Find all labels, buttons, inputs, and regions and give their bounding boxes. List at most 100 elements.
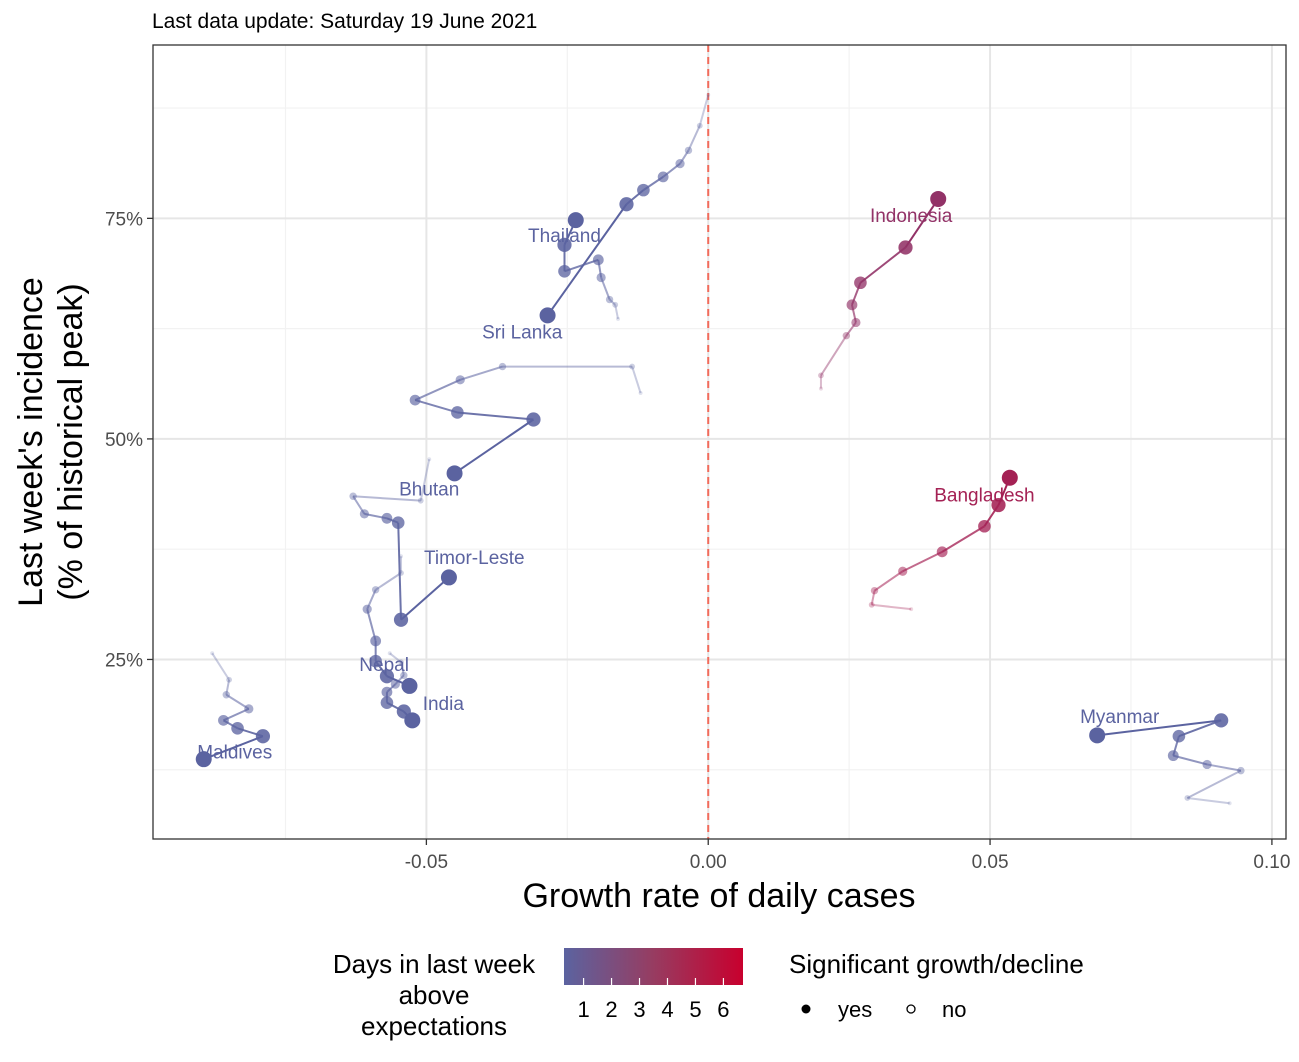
data-point xyxy=(567,212,584,229)
data-point xyxy=(592,254,604,266)
series-segment xyxy=(1186,769,1242,799)
data-point xyxy=(404,712,421,729)
series-segment xyxy=(698,94,710,126)
series-segment xyxy=(419,459,431,501)
series-segment xyxy=(225,679,231,695)
color-legend-title-line-2: above xyxy=(399,980,470,1010)
data-point xyxy=(675,159,685,169)
country-label: Sri Lanka xyxy=(482,322,563,343)
data-point xyxy=(629,363,636,370)
y-tick-label: 75% xyxy=(105,209,143,230)
data-point xyxy=(612,301,619,308)
data-point xyxy=(557,237,572,252)
data-point xyxy=(818,386,823,391)
country-label: Thailand xyxy=(528,226,601,247)
country-labels: Thailand Sri Lanka Indonesia Bhutan Timor-Le… xyxy=(197,206,1160,763)
data-point xyxy=(558,264,571,278)
data-point xyxy=(616,316,621,321)
series-segment xyxy=(211,652,230,681)
data-point xyxy=(909,607,914,612)
country-label: Bhutan xyxy=(399,479,459,500)
data-point xyxy=(398,659,404,666)
data-point xyxy=(231,721,244,735)
series-segment xyxy=(859,246,907,284)
data-point xyxy=(390,679,400,689)
data-point xyxy=(991,497,1006,513)
data-point xyxy=(978,519,991,533)
data-point xyxy=(391,516,405,530)
data-point xyxy=(399,554,404,559)
data-point xyxy=(1237,766,1245,775)
x-tick-label: -0.05 xyxy=(405,852,448,873)
data-point xyxy=(369,654,382,668)
data-point xyxy=(868,601,875,608)
data-point xyxy=(398,570,404,576)
series-segment xyxy=(614,304,620,320)
series-segment xyxy=(904,198,940,249)
colorbar-tick-label: 1 xyxy=(577,997,589,1022)
series-thailand xyxy=(557,212,621,321)
data-point xyxy=(605,295,614,304)
data-point xyxy=(638,391,643,396)
series-bhutan xyxy=(409,362,643,482)
data-point xyxy=(244,704,254,714)
series-indonesia xyxy=(818,190,947,391)
series-segment xyxy=(389,652,402,663)
data-point xyxy=(706,92,711,97)
colorbar-tick-label: 4 xyxy=(661,997,673,1022)
series-segment xyxy=(375,572,402,591)
country-label: India xyxy=(423,694,465,715)
x-axis-ticks: -0.05 0.00 0.05 0.10 xyxy=(405,839,1290,873)
colorbar-tick-label: 2 xyxy=(605,997,617,1022)
data-point xyxy=(362,604,372,614)
colorbar-tick-label: 5 xyxy=(689,997,701,1022)
series-segment xyxy=(687,125,701,151)
series-india xyxy=(380,651,421,729)
data-point xyxy=(1089,727,1106,744)
series-segment xyxy=(871,603,912,611)
data-point xyxy=(387,651,392,656)
color-legend-title-line-1: Days in last week xyxy=(333,949,536,979)
data-point xyxy=(195,751,212,768)
series-segment xyxy=(414,378,461,402)
series-segment xyxy=(608,298,616,306)
series-segment xyxy=(457,411,534,421)
series-segment xyxy=(941,525,985,553)
series-timor-leste xyxy=(349,457,457,627)
data-point xyxy=(842,331,851,340)
country-label: Timor-Leste xyxy=(424,548,525,569)
country-label: Nepal xyxy=(359,655,409,676)
data-point xyxy=(218,714,229,726)
country-label: Indonesia xyxy=(870,206,953,227)
data-point xyxy=(446,465,463,482)
data-point xyxy=(381,512,393,524)
data-point xyxy=(596,272,606,283)
data-point xyxy=(401,677,418,694)
data-point xyxy=(226,676,232,683)
shape-legend-yes-label: yes xyxy=(838,997,872,1022)
shape-legend-open-key xyxy=(906,1004,916,1014)
x-tick-label: 0.00 xyxy=(690,852,727,873)
series-segment xyxy=(1097,719,1222,737)
color-legend-title-line-3: expectations xyxy=(361,1011,507,1041)
data-point xyxy=(930,190,947,207)
series-myanmar xyxy=(1089,713,1245,806)
data-point xyxy=(851,317,861,328)
data-point xyxy=(210,651,215,656)
data-point xyxy=(379,669,395,684)
data-point xyxy=(1001,469,1018,486)
data-point xyxy=(381,686,393,698)
series-segment xyxy=(400,661,405,676)
data-point xyxy=(684,146,693,155)
colorbar-tick-label: 6 xyxy=(717,997,729,1022)
data-point xyxy=(619,197,634,212)
data-point xyxy=(455,375,465,385)
data-point xyxy=(1184,795,1191,801)
data-point xyxy=(846,299,858,311)
data-point xyxy=(370,635,382,647)
series-segment xyxy=(902,550,943,573)
data-point xyxy=(371,586,380,594)
data-point xyxy=(255,729,271,744)
